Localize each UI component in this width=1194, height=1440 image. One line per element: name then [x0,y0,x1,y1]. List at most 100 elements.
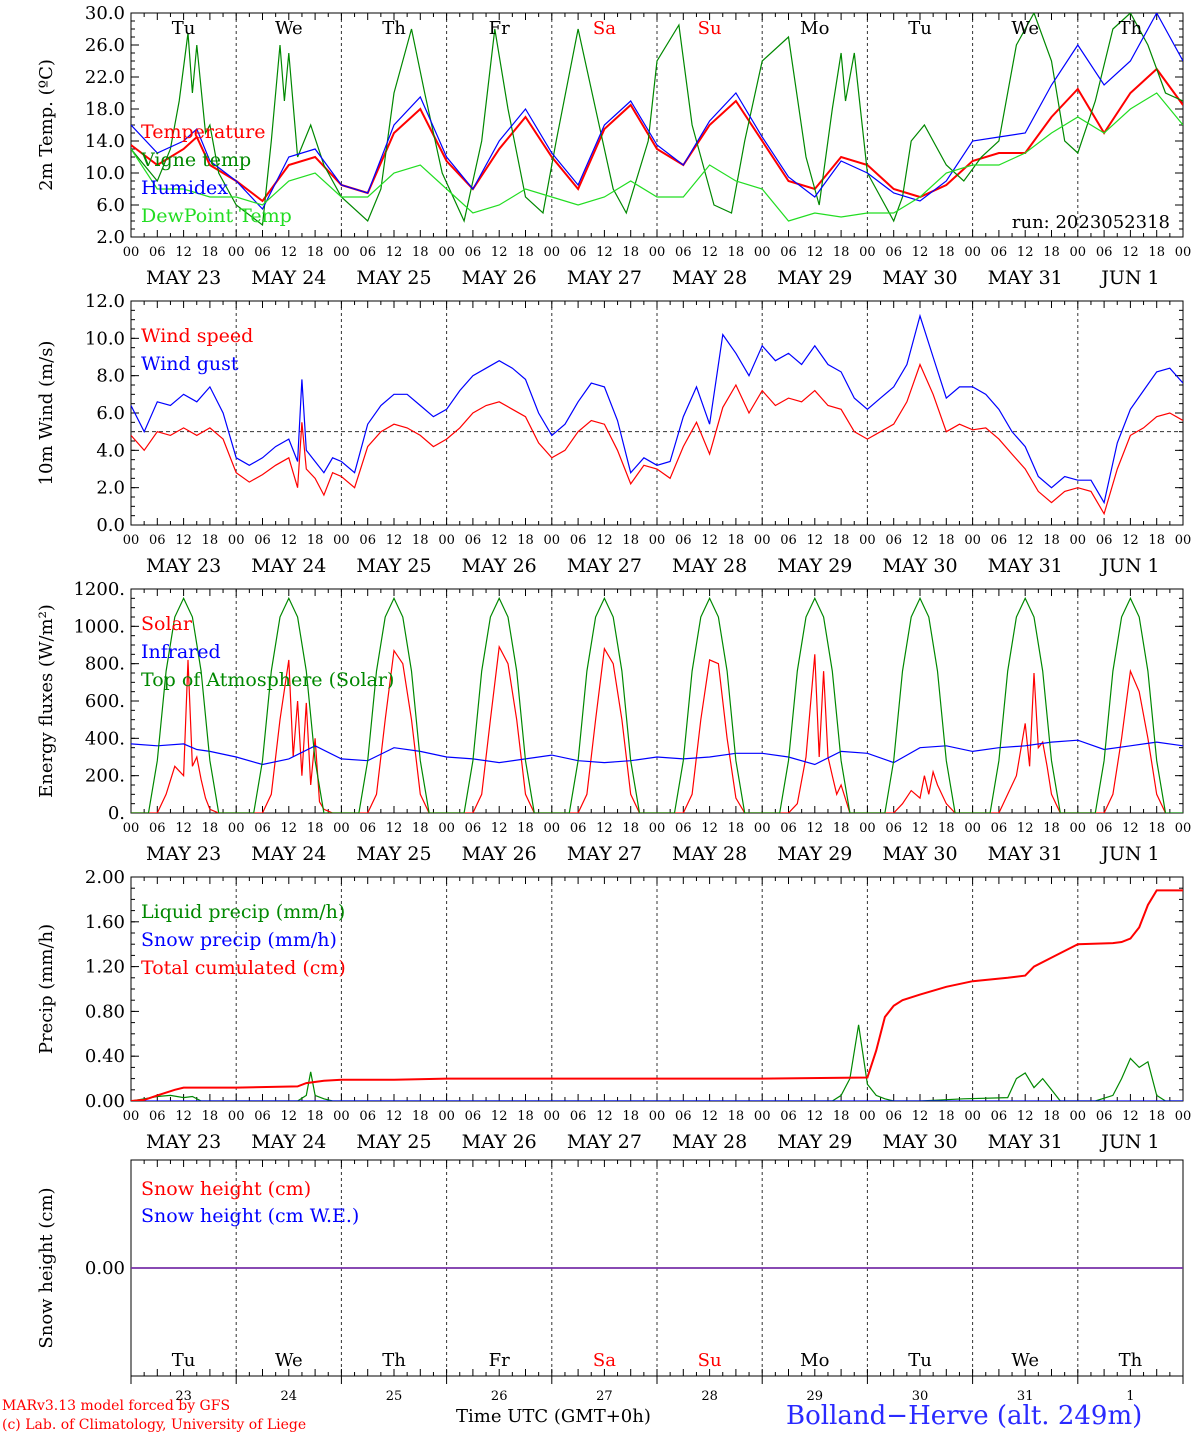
hour-tick-label: 00 [649,245,666,260]
hour-tick-label: 06 [465,245,482,260]
hour-tick-label: 12 [491,533,508,548]
hour-tick-label: 06 [359,533,376,548]
date-label: MAY 26 [462,267,537,289]
hour-tick-label: 06 [359,821,376,836]
hour-tick-label: 12 [596,821,613,836]
hour-tick-label: 18 [202,821,219,836]
hour-tick-label: 18 [412,533,429,548]
hour-tick-label: 12 [596,1109,613,1124]
hour-tick-label: 18 [412,821,429,836]
y-tick-label: 26.0 [85,35,125,56]
hour-tick-label: 00 [859,533,876,548]
day-name-bottom: Tu [172,1350,196,1371]
hour-tick-label: 18 [307,533,324,548]
hour-tick-label: 00 [123,245,140,260]
hour-tick-label: 00 [333,1109,350,1124]
y-tick-label: 2.0 [96,227,125,248]
date-label: MAY 30 [882,267,957,289]
day-name-bottom: Tu [908,1350,932,1371]
hour-tick-label: 12 [701,245,718,260]
date-label: MAY 31 [988,843,1063,865]
hour-tick-label: 00 [123,821,140,836]
date-label: JUN 1 [1099,1131,1159,1153]
series-dewpoint-temp [131,92,1183,222]
date-label: MAY 29 [777,555,852,577]
hour-tick-label: 00 [754,821,771,836]
day-number: 31 [1017,1389,1034,1404]
series-wind-gust [131,313,1183,505]
date-label: MAY 25 [356,1131,431,1153]
hour-tick-label: 12 [281,821,298,836]
date-label: MAY 28 [672,1131,747,1153]
hour-tick-label: 18 [517,1109,534,1124]
date-label: MAY 23 [146,267,221,289]
y-axis-label: Energy fluxes (W/m²) [36,604,57,798]
hour-tick-label: 18 [728,245,745,260]
hour-tick-label: 12 [912,533,929,548]
hour-tick-label: 06 [675,533,692,548]
hour-tick-label: 18 [938,533,955,548]
hour-tick-label: 00 [544,533,561,548]
y-tick-label: 8.0 [96,366,125,387]
hour-tick-label: 12 [701,1109,718,1124]
y-tick-label: 1.60 [85,912,125,933]
hour-tick-label: 06 [254,821,271,836]
y-axis-label: Precip (mm/h) [36,924,57,1054]
hour-tick-label: 18 [1043,533,1060,548]
hour-tick-label: 06 [570,821,587,836]
hour-tick-label: 06 [675,821,692,836]
hour-tick-label: 12 [386,1109,403,1124]
hour-tick-label: 12 [175,533,192,548]
y-tick-label: 22.0 [85,67,125,88]
hour-tick-label: 00 [123,1109,140,1124]
day-name-bottom: We [275,1350,303,1371]
date-label: MAY 23 [146,1131,221,1153]
hour-tick-label: 06 [780,1109,797,1124]
day-number: 28 [701,1389,718,1404]
day-name: We [275,18,303,39]
day-name-bottom: Mo [800,1350,829,1371]
hour-tick-label: 12 [912,1109,929,1124]
y-tick-label: 1.20 [85,957,125,978]
hour-tick-label: 18 [728,1109,745,1124]
hour-tick-label: 12 [1017,821,1034,836]
day-name-bottom: Fr [489,1350,510,1371]
date-label: MAY 30 [882,555,957,577]
hour-tick-label: 06 [780,533,797,548]
y-tick-label: 0.80 [85,1001,125,1022]
date-label: MAY 30 [882,843,957,865]
hour-tick-label: 18 [517,245,534,260]
y-tick-label: 12.0 [85,291,125,312]
day-number: 25 [386,1389,403,1404]
hour-tick-label: 12 [807,1109,824,1124]
legend-entry: Total cumulated (cm) [141,957,346,979]
y-tick-label: 800. [85,654,125,675]
hour-tick-label: 00 [649,1109,666,1124]
hour-tick-label: 06 [149,1109,166,1124]
date-label: MAY 27 [567,1131,642,1153]
legend-entry: Snow height (cm) [141,1178,311,1200]
hour-tick-label: 00 [228,1109,245,1124]
hour-tick-label: 12 [386,821,403,836]
y-tick-label: 600. [85,691,125,712]
day-name: Fr [489,18,510,39]
date-label: MAY 24 [251,267,326,289]
y-tick-label: 400. [85,728,125,749]
day-number: 23 [175,1389,192,1404]
hour-tick-label: 06 [149,821,166,836]
series-total-cumulated-cm [131,889,1183,1101]
hour-tick-label: 06 [570,1109,587,1124]
hour-tick-label: 06 [359,245,376,260]
day-name-bottom: Th [382,1350,406,1371]
hour-tick-label: 18 [833,245,850,260]
day-name-bottom: Th [1119,1350,1143,1371]
hour-tick-label: 12 [281,245,298,260]
series-infrared [131,739,1183,766]
date-label: MAY 28 [672,843,747,865]
y-tick-label: 2.0 [96,478,125,499]
hour-tick-label: 18 [728,533,745,548]
hour-tick-label: 00 [754,1109,771,1124]
date-label: MAY 26 [462,843,537,865]
hour-tick-label: 06 [675,245,692,260]
